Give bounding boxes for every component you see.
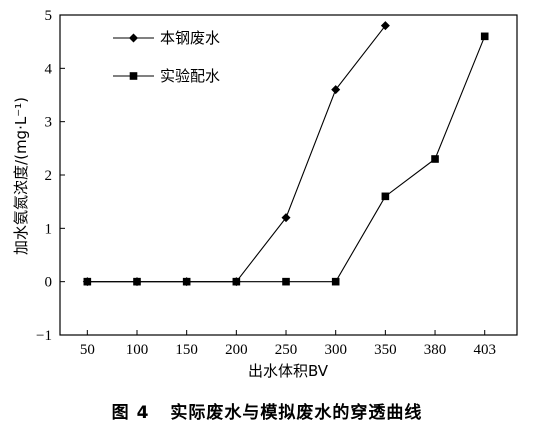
figure-number: 图 4 <box>111 403 150 423</box>
series-line <box>87 36 486 283</box>
data-point-square <box>381 192 390 201</box>
y-axis-label: 加水氨氮浓度/(mg·L⁻¹) <box>12 97 30 255</box>
data-point-square <box>232 277 241 286</box>
legend-marker-diamond <box>129 33 138 43</box>
y-tick-label: 2 <box>45 168 53 184</box>
y-tick-label: 3 <box>45 115 53 131</box>
axes <box>59 14 518 336</box>
y-ticks: −1 0 1 2 3 4 5 <box>36 8 65 344</box>
data-point-square <box>282 277 290 286</box>
plot-frame <box>59 14 518 336</box>
x-tick-label: 250 <box>275 342 298 358</box>
x-axis-label: 出水体积BV <box>248 362 329 380</box>
x-tick-label: 380 <box>424 342 447 358</box>
data-point-square <box>133 277 141 286</box>
x-tick-label: 350 <box>374 342 397 358</box>
data-point-square <box>431 155 439 163</box>
figure-caption: 图 4 实际废水与模拟废水的穿透曲线 <box>0 398 534 423</box>
y-tick-label: 4 <box>45 61 53 77</box>
series-line <box>87 25 386 283</box>
x-ticks: 50 100 150 200 250 300 350 380 403 <box>80 330 496 358</box>
data-point-square <box>331 277 340 286</box>
legend-label: 实验配水 <box>160 67 220 85</box>
x-tick-label: 403 <box>473 342 496 358</box>
figure-title: 实际废水与模拟废水的穿透曲线 <box>170 403 423 423</box>
y-tick-label: −1 <box>36 328 52 344</box>
legend-label: 本钢废水 <box>160 29 220 47</box>
x-tick-label: 100 <box>126 342 149 358</box>
data-point-diamond <box>380 21 390 31</box>
x-tick-label: 150 <box>175 342 198 358</box>
x-tick-label: 50 <box>80 342 95 358</box>
y-tick-label: 5 <box>45 8 53 24</box>
x-tick-label: 200 <box>225 342 248 358</box>
x-tick-label: 300 <box>324 342 347 358</box>
y-tick-label: 0 <box>45 275 53 291</box>
data-point-diamond <box>331 85 341 95</box>
series <box>82 21 489 287</box>
breakthrough-curve-chart: −1 0 1 2 3 4 5 50 100 150 200 250 300 350 380 403 本钢废水… <box>12 8 518 380</box>
legend-marker-square <box>129 72 138 80</box>
y-tick-label: 1 <box>45 221 53 237</box>
data-point-diamond <box>281 213 291 223</box>
data-point-square <box>83 277 92 286</box>
data-point-square <box>182 277 191 286</box>
data-point-square <box>480 32 489 41</box>
